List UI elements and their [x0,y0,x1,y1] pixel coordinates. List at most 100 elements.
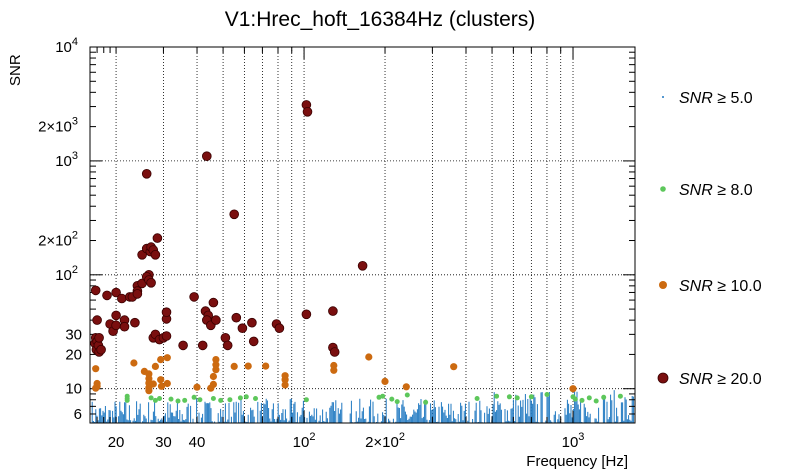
scatter-point [514,395,520,401]
y-tick-labels: 6 10 20 30 102 2×102 103 2×103 104 [38,36,82,423]
x-tick-label: 102 [293,431,316,451]
scatter-point [253,396,258,401]
scatter-point [506,394,512,400]
scatter-point [601,394,607,400]
scatter-point [227,397,233,403]
scatter-point [175,398,181,404]
scatter-point [593,398,599,404]
scatter-point [389,396,395,402]
scatter-point [474,396,480,401]
y-tick-label: 10 [65,381,82,398]
scatter-point [92,315,102,325]
scatter-point [569,385,577,393]
scatter-point [218,397,224,403]
scatter-point [211,315,221,325]
scatter-point [208,297,219,308]
legend-entry: SNR ≥ 8.0 [679,182,753,199]
scatter-point [404,392,410,398]
legend-marker [660,186,666,192]
x-tick-label: 2×102 [365,431,405,451]
scatter-point [150,250,161,260]
legend-entry: SNR ≥ 20.0 [679,371,762,388]
scatter-point [163,379,171,388]
y-tick-label: 2×102 [38,230,78,250]
scatter-point [450,363,458,371]
scatter-point [102,290,112,301]
scatter-point [145,387,153,395]
scatter-point [92,365,100,373]
scatter-point [197,340,208,351]
scatter-point [161,307,172,318]
x-tick-label: 20 [108,434,125,451]
scatter-point [281,381,289,389]
scatter-point [117,293,127,304]
y-tick-label: 30 [65,326,82,343]
scatter-point [212,361,220,369]
scatter-point [247,317,257,328]
x-tick-label: 40 [189,434,206,451]
scatter-point [365,353,373,361]
scatter-point [222,340,233,351]
scatter-point [586,395,592,401]
y-tick-label: 2×103 [38,116,78,136]
scatter-point [572,396,578,402]
x-tick-label: 103 [562,431,585,451]
scatter-point [209,380,217,388]
scatter-point [90,285,101,296]
scatter-point [197,397,203,403]
scatter-point [161,331,172,341]
scatter-point [423,399,429,405]
scatter-point [528,394,534,400]
scatter-point [210,396,216,401]
scatter-point [124,397,130,403]
legend-marker [659,281,667,289]
scatter-point [209,372,217,381]
legend: SNR ≥ 5.0 SNR ≥ 8.0 SNR ≥ 10.0 SNR ≥ 20.0 [657,90,762,388]
scatter-point [151,362,159,370]
scatter-point [302,107,313,117]
scatter-point [248,336,259,347]
legend-entry: SNR ≥ 10.0 [679,278,762,295]
scatter-point [230,362,238,370]
scatter-point [182,397,188,403]
scatter-point [111,310,121,321]
scatter-point [381,377,389,385]
scatter-point [96,344,106,355]
scatter-point [157,396,162,401]
y-tick-label: 20 [65,346,82,363]
scatter-point [231,312,242,323]
scatter-point [146,277,156,288]
scatter-point [130,317,140,328]
scatter-point [132,289,143,299]
scatter-point [111,320,121,331]
grid-lines [90,47,635,423]
scatter-point [157,376,165,384]
scatter-point [93,379,101,388]
scatter-point [130,359,138,367]
scatter-point [303,397,309,403]
x-axis-label: Frequency [Hz] [526,453,628,470]
scatter-point [202,151,212,162]
scatter-point [191,394,197,400]
scatter-point [189,292,199,302]
scatter-point [212,356,220,364]
scatter-point [617,393,623,399]
scatter-point [402,383,410,391]
scatter-point [229,209,240,220]
scatter-point [244,362,252,370]
scatter-point [394,399,400,405]
scatter-point [544,392,550,397]
data-points [90,100,623,405]
y-tick-label: 103 [55,150,78,170]
y-tick-label: 6 [74,406,82,423]
scatter-point [152,233,163,243]
scatter-point [94,332,104,343]
scatter-point [163,354,171,362]
scatter-point [148,395,154,401]
scatter-point [157,382,166,390]
scatter-point [237,395,243,401]
scatter-point [380,393,386,399]
legend-marker [657,372,669,384]
scatter-point [357,260,368,271]
